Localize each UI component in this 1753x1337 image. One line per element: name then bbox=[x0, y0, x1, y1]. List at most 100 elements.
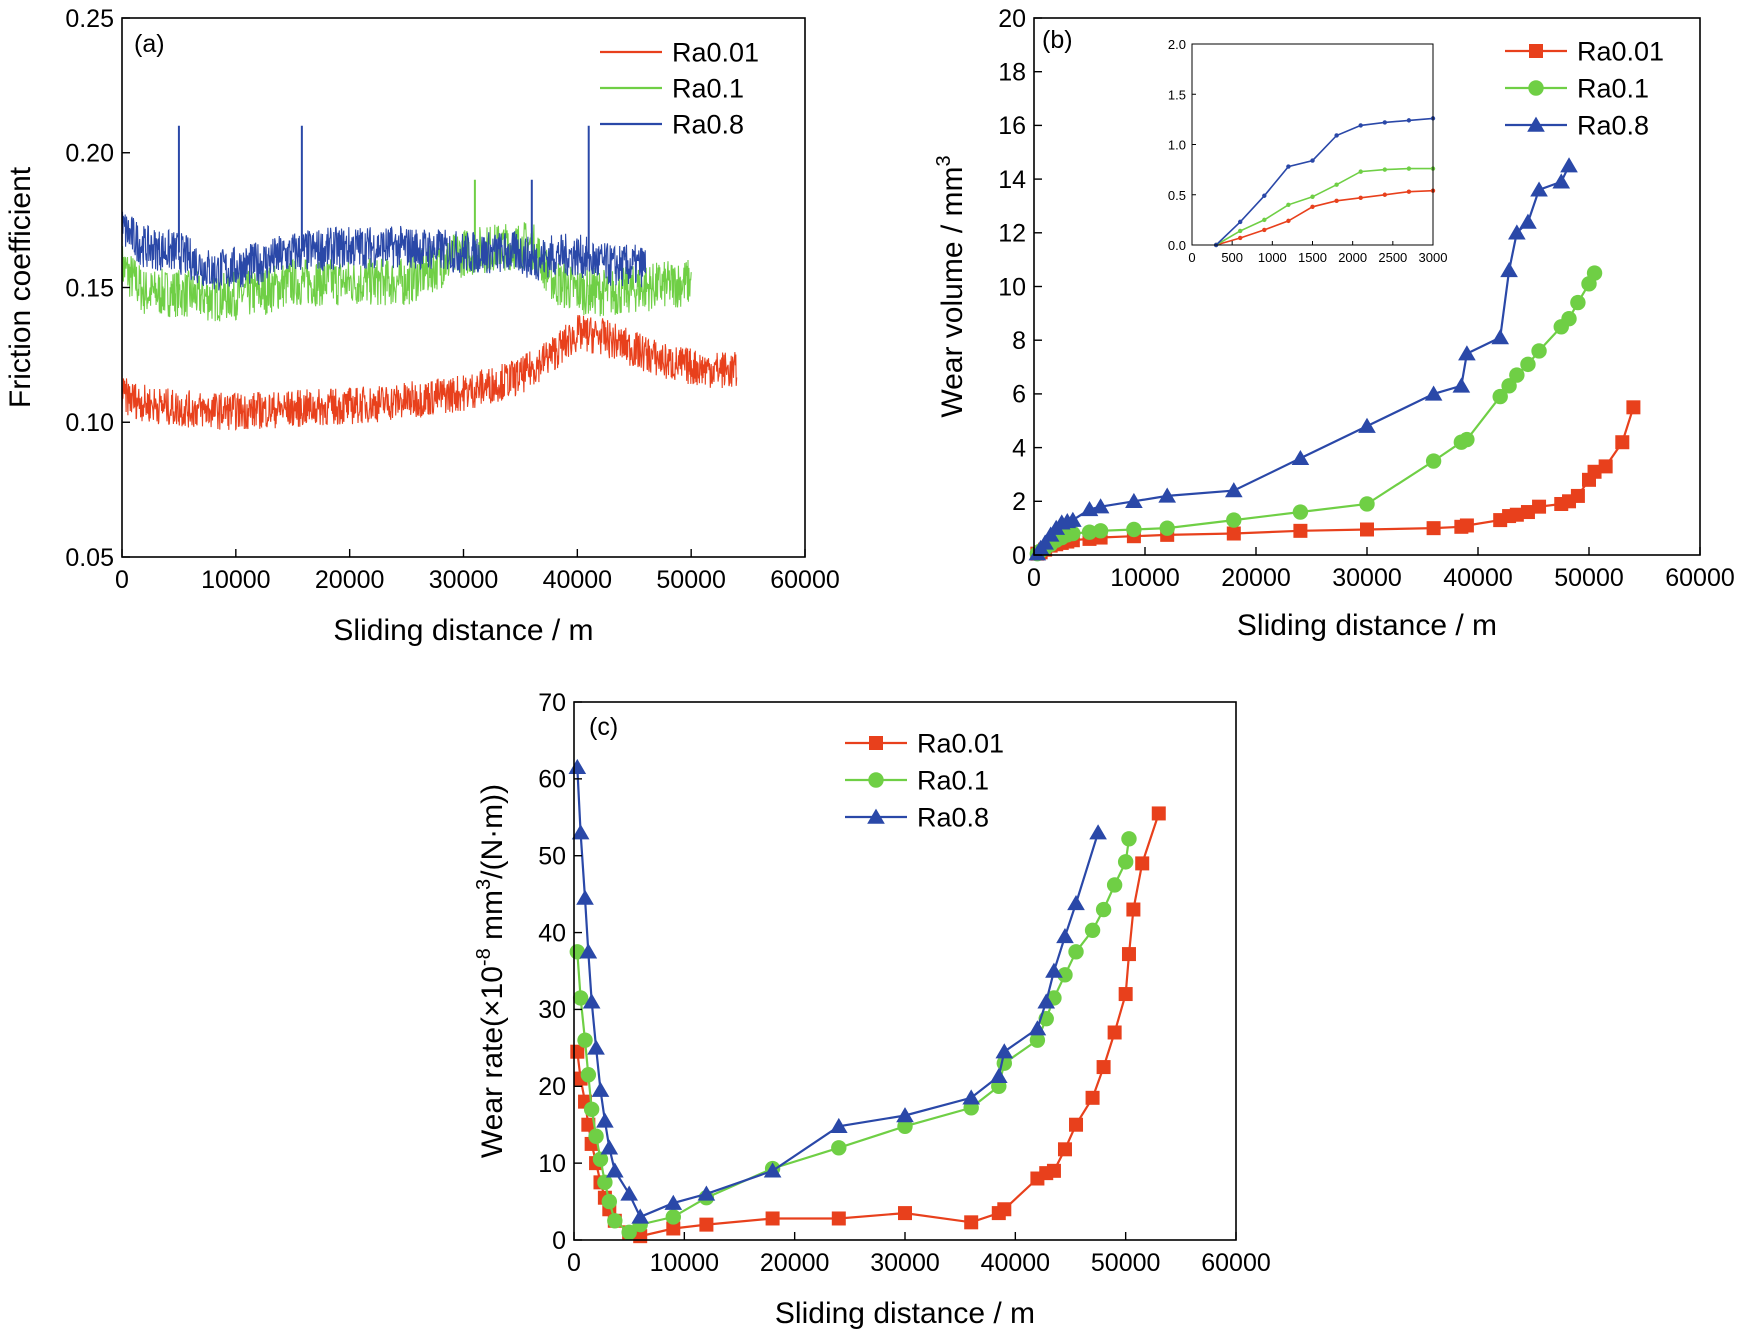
circle-marker bbox=[601, 1193, 618, 1210]
square-marker bbox=[1057, 1142, 1072, 1157]
circle-marker bbox=[1561, 311, 1577, 327]
inset-background bbox=[1192, 44, 1433, 245]
circle-marker bbox=[1159, 520, 1175, 536]
inset-y-tick-label: 0.5 bbox=[1168, 188, 1186, 203]
inset-point bbox=[1382, 192, 1388, 197]
y-tick-label: 18 bbox=[998, 58, 1026, 86]
inset-point bbox=[1382, 167, 1388, 172]
circle-marker bbox=[580, 1067, 597, 1083]
triangle-marker bbox=[1560, 157, 1578, 173]
triangle-marker bbox=[1491, 329, 1510, 345]
triangle-marker bbox=[1224, 482, 1243, 498]
triangle-marker bbox=[1056, 928, 1074, 944]
panel-label: (a) bbox=[134, 30, 165, 58]
inset-point bbox=[1286, 202, 1291, 207]
y-axis-label-text: Wear rate(×10 bbox=[476, 966, 509, 1158]
square-marker bbox=[1426, 521, 1441, 536]
triangle-marker bbox=[631, 1208, 650, 1224]
triangle-marker bbox=[1036, 534, 1054, 550]
triangle-marker bbox=[989, 1067, 1008, 1084]
inset-series-ra001 bbox=[1213, 188, 1436, 248]
legend-label: Ra0.8 bbox=[917, 803, 989, 833]
y-tick-label: 60 bbox=[538, 766, 566, 794]
triangle-marker bbox=[995, 1043, 1014, 1059]
inset-y-tick-label: 1.5 bbox=[1168, 87, 1186, 102]
triangle-marker bbox=[600, 1139, 619, 1155]
y-tick-label: 14 bbox=[998, 166, 1026, 194]
panel-label: (b) bbox=[1042, 26, 1073, 54]
x-tick-label: 20000 bbox=[315, 566, 385, 594]
inset-x-tick-label: 3000 bbox=[1419, 250, 1448, 265]
x-tick-label: 20000 bbox=[1221, 564, 1291, 592]
y-tick-label: 8 bbox=[1012, 327, 1026, 355]
legend-label: Ra0.01 bbox=[1577, 37, 1664, 67]
x-tick-label: 0 bbox=[115, 566, 129, 594]
inset-x-tick-label: 0 bbox=[1188, 250, 1195, 265]
y-tick-label: 0 bbox=[552, 1227, 566, 1255]
inset-y-tick-label: 0.0 bbox=[1168, 238, 1186, 253]
x-axis-label: Sliding distance / m bbox=[1237, 609, 1497, 642]
inset-point bbox=[1334, 182, 1339, 187]
square-marker bbox=[1121, 947, 1136, 962]
square-marker bbox=[1598, 459, 1613, 474]
square-marker bbox=[581, 1117, 596, 1132]
y-axis-label-text: /(N·m)) bbox=[476, 784, 509, 879]
square-marker bbox=[1085, 1090, 1100, 1105]
triangle-marker bbox=[1458, 345, 1476, 361]
legend-item: Ra0.1 bbox=[600, 74, 744, 104]
circle-marker bbox=[621, 1224, 637, 1241]
triangle-marker bbox=[587, 1039, 605, 1055]
circle-marker bbox=[1359, 496, 1375, 512]
x-tick-label: 50000 bbox=[1554, 564, 1624, 592]
x-tick-label: 10000 bbox=[1110, 564, 1180, 592]
x-tick-label: 50000 bbox=[656, 566, 726, 594]
legend-label: Ra0.01 bbox=[672, 38, 759, 68]
legend-item: Ra0.01 bbox=[600, 38, 759, 68]
inset-point bbox=[1382, 120, 1388, 125]
legend-item: Ra0.1 bbox=[845, 766, 989, 796]
circle-marker bbox=[1106, 877, 1123, 893]
triangle-marker bbox=[1028, 1020, 1047, 1036]
inset-point bbox=[1310, 204, 1315, 210]
inset-x-tick-label: 500 bbox=[1221, 250, 1243, 265]
y-tick-label: 0 bbox=[1012, 542, 1026, 570]
triangle-marker bbox=[763, 1162, 782, 1178]
circle-marker bbox=[607, 1213, 623, 1229]
x-tick-label: 60000 bbox=[770, 566, 840, 594]
circle-marker bbox=[1520, 356, 1536, 373]
square-marker bbox=[1626, 400, 1641, 415]
circle-marker bbox=[1501, 378, 1517, 394]
y-axis-label: Friction coefficient bbox=[4, 166, 37, 408]
y-axis-label-superscript: 3 bbox=[933, 155, 955, 166]
triangle-marker bbox=[1424, 385, 1443, 401]
legend-label: Ra0.1 bbox=[1577, 74, 1649, 104]
circle-marker bbox=[897, 1118, 913, 1134]
triangle-marker bbox=[1064, 511, 1082, 527]
square-marker bbox=[831, 1211, 846, 1226]
legend-label: Ra0.01 bbox=[917, 729, 1004, 759]
triangle-marker bbox=[1158, 487, 1177, 503]
inset-x-tick-label: 1500 bbox=[1298, 250, 1327, 265]
square-marker bbox=[1046, 1163, 1061, 1178]
triangle-marker bbox=[1527, 116, 1545, 132]
square-marker bbox=[1293, 523, 1308, 538]
square-marker bbox=[1529, 44, 1543, 58]
inset-y-tick-label: 1.0 bbox=[1168, 138, 1186, 153]
square-marker bbox=[1587, 464, 1602, 479]
triangle-marker bbox=[962, 1089, 981, 1105]
triangle-marker bbox=[1291, 449, 1310, 466]
x-tick-label: 40000 bbox=[543, 566, 613, 594]
circle-marker bbox=[665, 1209, 681, 1225]
triangle-marker bbox=[1500, 261, 1518, 278]
y-tick-label: 16 bbox=[998, 112, 1026, 140]
circle-marker bbox=[1068, 944, 1084, 960]
circle-marker bbox=[1117, 854, 1134, 870]
inset-point bbox=[1334, 133, 1339, 138]
triangle-marker bbox=[829, 1117, 848, 1133]
y-axis-label-text: Wear volume / mm bbox=[936, 166, 969, 417]
y-tick-label: 70 bbox=[538, 689, 566, 717]
panel-c-wear-rate-chart: 0 10000 20000 30000 40000 50000 60000 0 10 20 30 40… bbox=[473, 689, 1271, 1330]
x-tick-label: 10000 bbox=[201, 566, 271, 594]
square-marker bbox=[1226, 526, 1241, 541]
